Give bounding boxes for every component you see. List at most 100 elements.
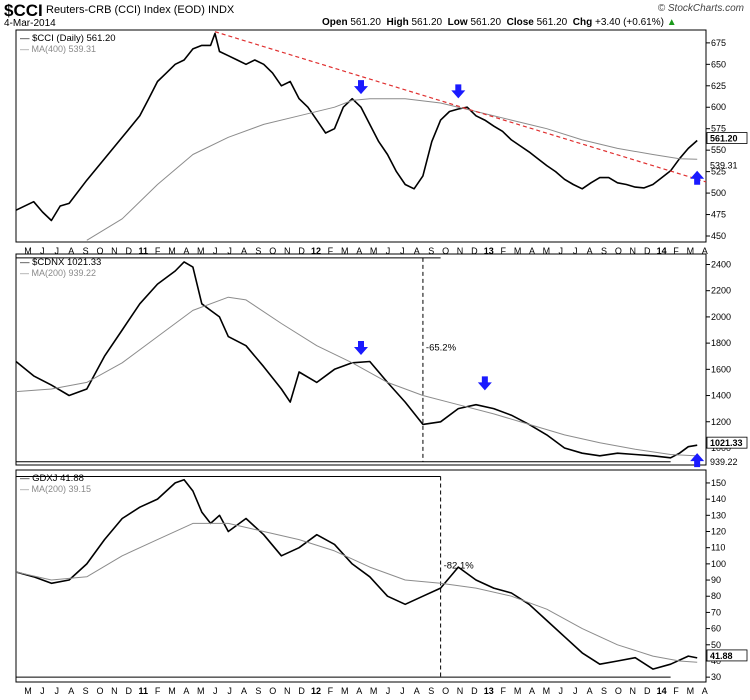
y-tick-label: 50 bbox=[711, 640, 721, 650]
x-tick-label: M bbox=[514, 246, 522, 256]
panel-2: 24002200200018001600140012001000-65.2%10… bbox=[15, 253, 748, 468]
last-value-label: 561.20 bbox=[710, 134, 738, 144]
x-tick-label: F bbox=[500, 246, 506, 256]
x-tick-label: O bbox=[442, 686, 449, 696]
x-tick-label: A bbox=[702, 246, 708, 256]
x-tick-label: M bbox=[197, 246, 205, 256]
x-tick-label: 13 bbox=[484, 686, 494, 696]
down-arrow-icon bbox=[451, 84, 466, 99]
x-tick-label: M bbox=[370, 246, 378, 256]
x-tick-label: J bbox=[213, 246, 218, 256]
downtrend-line bbox=[214, 31, 707, 183]
x-tick-label: M bbox=[24, 686, 32, 696]
x-tick-label: A bbox=[68, 686, 74, 696]
y-tick-label: 1200 bbox=[711, 417, 731, 427]
panel-frame bbox=[15, 29, 707, 243]
y-tick-label: 130 bbox=[711, 510, 726, 520]
panel-frame bbox=[15, 469, 707, 683]
x-tick-label: 12 bbox=[311, 246, 321, 256]
x-tick-label: J bbox=[227, 686, 232, 696]
chart-header: $CCI Reuters-CRB (CCI) Index (EOD) INDX … bbox=[0, 0, 750, 30]
y-tick-label: 150 bbox=[711, 478, 726, 488]
last-value-label: 41.88 bbox=[710, 651, 733, 661]
x-tick-label: A bbox=[183, 246, 189, 256]
x-tick-label: M bbox=[543, 686, 551, 696]
stockcharts-logo: © StockCharts.com bbox=[657, 3, 744, 14]
y-tick-label: 650 bbox=[711, 59, 726, 69]
x-tick-label: F bbox=[328, 246, 334, 256]
x-tick-label: A bbox=[587, 246, 593, 256]
x-tick-label: D bbox=[126, 686, 133, 696]
y-tick-label: 675 bbox=[711, 38, 726, 48]
x-tick-label: D bbox=[471, 686, 478, 696]
x-tick-label: J bbox=[386, 246, 391, 256]
price-line bbox=[15, 261, 698, 459]
x-tick-label: F bbox=[673, 686, 679, 696]
last-value-label: 939.22 bbox=[710, 457, 738, 467]
up-arrow-icon bbox=[690, 453, 705, 468]
x-tick-label: O bbox=[269, 686, 276, 696]
x-tick-label: M bbox=[24, 246, 32, 256]
x-tick-label: M bbox=[197, 686, 205, 696]
x-tick-label: D bbox=[298, 686, 305, 696]
symbol-title: $CCI bbox=[4, 1, 43, 20]
x-tick-label: A bbox=[241, 686, 247, 696]
y-tick-label: 140 bbox=[711, 494, 726, 504]
last-value-label: 1021.33 bbox=[710, 438, 743, 448]
price-line bbox=[15, 32, 698, 222]
y-tick-label: 30 bbox=[711, 672, 721, 682]
y-tick-label: 1800 bbox=[711, 338, 731, 348]
y-tick-label: 1400 bbox=[711, 391, 731, 401]
x-tick-label: D bbox=[471, 246, 478, 256]
x-tick-label: 12 bbox=[311, 686, 321, 696]
index-name: Reuters-CRB (CCI) Index (EOD) INDX bbox=[46, 4, 235, 16]
x-tick-label: 14 bbox=[657, 686, 667, 696]
x-tick-label: A bbox=[356, 686, 362, 696]
x-tick-label: A bbox=[414, 246, 420, 256]
y-tick-label: 475 bbox=[711, 210, 726, 220]
moving-average-line bbox=[15, 522, 698, 663]
y-tick-label: 1600 bbox=[711, 364, 731, 374]
y-tick-label: 450 bbox=[711, 231, 726, 241]
x-tick-label: S bbox=[255, 246, 261, 256]
x-tick-label: 13 bbox=[484, 246, 494, 256]
y-tick-label: 120 bbox=[711, 526, 726, 536]
x-tick-label: J bbox=[40, 246, 45, 256]
chart-date: 4-Mar-2014 bbox=[4, 18, 56, 29]
x-tick-label: M bbox=[168, 686, 176, 696]
y-tick-label: 550 bbox=[711, 145, 726, 155]
x-tick-label: N bbox=[111, 246, 118, 256]
x-tick-label: M bbox=[370, 686, 378, 696]
x-tick-label: A bbox=[529, 246, 535, 256]
x-tick-label: 11 bbox=[138, 686, 148, 696]
x-tick-label: O bbox=[615, 686, 622, 696]
y-tick-label: 575 bbox=[711, 124, 726, 134]
y-tick-label: 600 bbox=[711, 102, 726, 112]
y-tick-label: 500 bbox=[711, 188, 726, 198]
y-tick-label: 2200 bbox=[711, 286, 731, 296]
x-tick-label: A bbox=[587, 686, 593, 696]
y-tick-label: 70 bbox=[711, 607, 721, 617]
x-tick-label: S bbox=[428, 246, 434, 256]
x-tick-label: N bbox=[630, 686, 637, 696]
up-arrow-icon bbox=[690, 170, 705, 185]
x-tick-label: N bbox=[284, 246, 291, 256]
y-tick-label: 100 bbox=[711, 559, 726, 569]
x-tick-label: M bbox=[168, 246, 176, 256]
x-tick-label: A bbox=[68, 246, 74, 256]
x-tick-label: S bbox=[601, 246, 607, 256]
x-tick-label: J bbox=[227, 246, 232, 256]
panel-3: 15014013012011010090807060504030-82.1%41… bbox=[15, 469, 748, 696]
x-tick-label: O bbox=[96, 686, 103, 696]
down-arrow-icon bbox=[354, 340, 368, 355]
x-tick-label: A bbox=[241, 246, 247, 256]
x-tick-label: J bbox=[559, 246, 564, 256]
x-tick-label: M bbox=[341, 686, 349, 696]
panel-frame bbox=[15, 253, 707, 466]
x-tick-label: S bbox=[255, 686, 261, 696]
x-tick-label: A bbox=[356, 246, 362, 256]
x-tick-label: N bbox=[630, 246, 637, 256]
last-value-box bbox=[706, 649, 748, 662]
x-tick-label: F bbox=[500, 686, 506, 696]
legend-price: — $CCI (Daily) 561.20 bbox=[20, 33, 116, 44]
